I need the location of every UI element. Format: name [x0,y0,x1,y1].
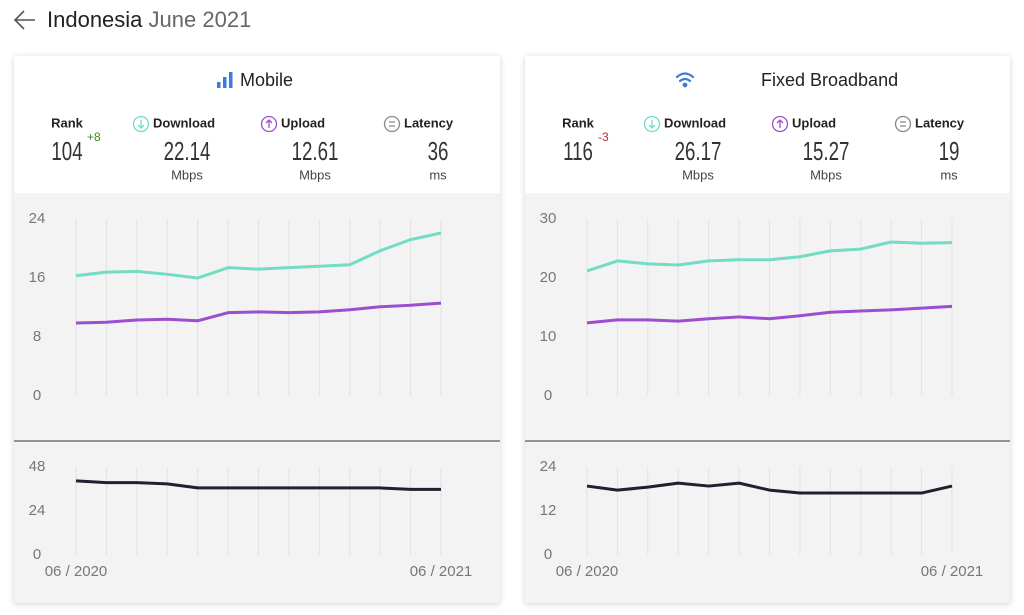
y-tick-label: 8 [33,328,41,345]
stat-value: 15.27 [803,136,850,166]
icon-ring [771,115,789,133]
y-tick-label: 24 [29,210,46,227]
y-tick-label: 20 [540,269,557,286]
x-tick-label: 06 / 2021 [921,563,984,580]
series-line [75,231,442,280]
stat-label: Rank [51,115,84,130]
y-tick-label: 24 [540,458,557,475]
icon-glyph [137,120,145,129]
x-tick-label: 06 / 2020 [556,563,619,580]
y-tick-label: 0 [544,387,552,404]
y-tick-label: 16 [29,269,46,286]
icon-glyph [648,120,656,129]
stat-label: Latency [404,115,454,130]
panel-title: Fixed Broadband [761,70,898,90]
wifi-icon [675,72,695,88]
icon-ring [643,115,661,133]
back-button[interactable] [13,10,35,30]
icon-glyph [900,121,906,127]
stat-value: 12.61 [292,136,339,166]
stat-value: 36 [428,136,449,166]
stat-icon [643,115,661,133]
x-tick-label: 06 / 2021 [410,563,473,580]
series-line [586,240,953,273]
stat-unit: Mbps [682,167,714,182]
series-line [586,304,953,325]
y-tick-label: 24 [29,502,46,519]
stat-value: 22.14 [164,136,211,166]
stat-value: 26.17 [675,136,722,166]
stat-icon [771,115,789,133]
icon-ring [383,115,401,133]
series-line [75,479,441,491]
stat-unit: Mbps [171,167,203,182]
icon-ring [894,115,912,133]
icon-ring [260,115,278,133]
stat-label: Download [664,115,726,130]
stat-icon [132,115,150,133]
mobile-icon [217,72,233,88]
rank-change: -3 [598,130,609,144]
stat-unit: Mbps [810,167,842,182]
back-arrow-head [13,10,25,30]
stat-unit: ms [940,167,958,182]
series-line [75,301,442,325]
icon-glyph [389,121,395,127]
stat-value: 104 [51,136,82,166]
stat-value: 116 [563,136,593,166]
series-line [586,481,953,495]
stat-icon [894,115,912,133]
y-tick-label: 12 [540,502,557,519]
x-tick-label: 06 / 2020 [45,563,108,580]
stat-label: Latency [915,115,965,130]
stat-value: 19 [939,136,960,166]
y-tick-label: 0 [544,546,552,563]
stat-label: Download [153,115,215,130]
period: June 2021 [149,7,252,32]
panel-header [525,56,1010,193]
y-tick-label: 48 [29,458,46,475]
y-tick-label: 30 [540,210,557,227]
icon-ring [132,115,150,133]
country: Indonesia [47,7,143,32]
panel-title: Mobile [240,70,293,90]
stat-label: Upload [792,115,836,130]
stat-icon [260,115,278,133]
stat-icon [383,115,401,133]
icon-glyph [776,119,784,128]
y-tick-label: 0 [33,546,41,563]
stat-unit: Mbps [299,167,331,182]
stat-unit: ms [429,167,447,182]
panel-header [14,56,500,193]
y-tick-label: 0 [33,387,41,404]
icon-glyph [265,119,273,128]
page-title: Indonesia June 2021 [47,7,251,32]
stat-label: Upload [281,115,325,130]
rank-change: +8 [87,130,101,144]
stat-label: Rank [562,115,595,130]
y-tick-label: 10 [540,328,557,345]
